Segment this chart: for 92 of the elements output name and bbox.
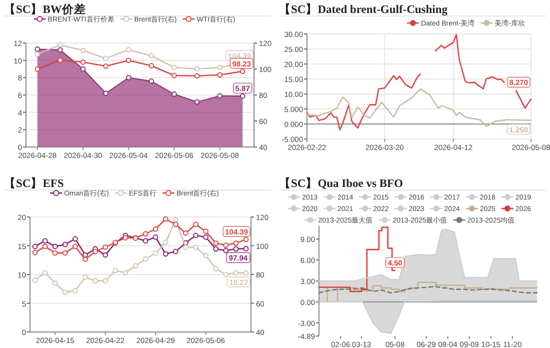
- point: [58, 57, 63, 63]
- point: [92, 278, 98, 284]
- point: [183, 244, 188, 250]
- point: [162, 216, 168, 222]
- point: [194, 73, 200, 79]
- point: [243, 270, 249, 276]
- point: [42, 244, 48, 250]
- point: [240, 68, 246, 74]
- point: [102, 244, 108, 250]
- point: [122, 270, 128, 276]
- point: [103, 63, 108, 69]
- point: [102, 252, 108, 258]
- point: [172, 91, 177, 97]
- point: [233, 246, 239, 252]
- point: [162, 251, 168, 257]
- point: [92, 248, 98, 254]
- chart-title: 【SC】Qua Iboe vs BFO: [279, 176, 404, 190]
- point: [152, 234, 158, 240]
- point: [233, 240, 239, 246]
- chart-title: 【SC】Dated brent-Gulf-Cushing: [279, 2, 448, 16]
- point: [42, 270, 48, 276]
- point: [103, 90, 108, 96]
- point: [62, 250, 68, 256]
- point: [72, 236, 78, 242]
- point: [32, 244, 38, 250]
- point: [132, 263, 138, 269]
- point: [172, 72, 177, 78]
- point: [34, 66, 40, 72]
- point: [194, 99, 200, 105]
- point: [80, 48, 86, 54]
- point: [223, 248, 229, 254]
- point: [172, 64, 177, 70]
- point: [82, 274, 88, 280]
- point: [203, 234, 208, 240]
- point: [52, 244, 58, 250]
- point: [183, 230, 188, 236]
- point: [102, 278, 108, 284]
- point: [142, 256, 148, 262]
- point: [32, 250, 38, 256]
- point: [32, 278, 38, 283]
- point: [82, 256, 88, 262]
- point: [148, 78, 154, 84]
- point: [103, 56, 108, 62]
- point: [148, 53, 154, 58]
- point: [193, 222, 198, 228]
- point: [213, 266, 219, 272]
- point: [42, 238, 48, 244]
- point: [217, 72, 222, 78]
- point: [122, 235, 128, 241]
- point: [52, 250, 58, 256]
- point: [62, 242, 68, 248]
- line-series: [306, 88, 532, 128]
- point: [223, 272, 229, 278]
- point: [233, 270, 239, 276]
- point: [126, 47, 132, 52]
- point: [112, 268, 118, 274]
- point: [126, 58, 132, 64]
- point: [172, 222, 178, 228]
- point: [223, 242, 229, 248]
- point: [34, 51, 40, 57]
- point: [217, 93, 222, 99]
- point: [203, 228, 208, 234]
- point: [217, 64, 222, 70]
- point: [72, 288, 78, 294]
- line-series: [318, 286, 538, 294]
- point: [34, 46, 40, 52]
- point: [243, 246, 249, 252]
- point: [162, 240, 168, 245]
- point: [213, 246, 219, 252]
- point: [80, 59, 86, 65]
- point: [193, 232, 198, 238]
- point: [203, 252, 208, 258]
- point: [152, 226, 158, 232]
- point: [58, 42, 63, 48]
- chart-title: 【SC】EFS: [4, 176, 64, 190]
- point: [243, 236, 249, 242]
- point: [172, 248, 178, 254]
- point: [193, 244, 198, 250]
- point: [240, 93, 246, 99]
- point: [52, 280, 58, 286]
- point: [62, 290, 68, 296]
- point: [194, 66, 200, 72]
- point: [142, 231, 148, 237]
- point: [148, 63, 154, 68]
- point: [152, 250, 158, 256]
- point: [126, 74, 132, 80]
- chart-title: 【SC】BW价差: [4, 2, 86, 16]
- point: [80, 66, 86, 72]
- point: [213, 240, 219, 246]
- point: [58, 47, 63, 53]
- point: [72, 244, 78, 250]
- point: [142, 238, 148, 244]
